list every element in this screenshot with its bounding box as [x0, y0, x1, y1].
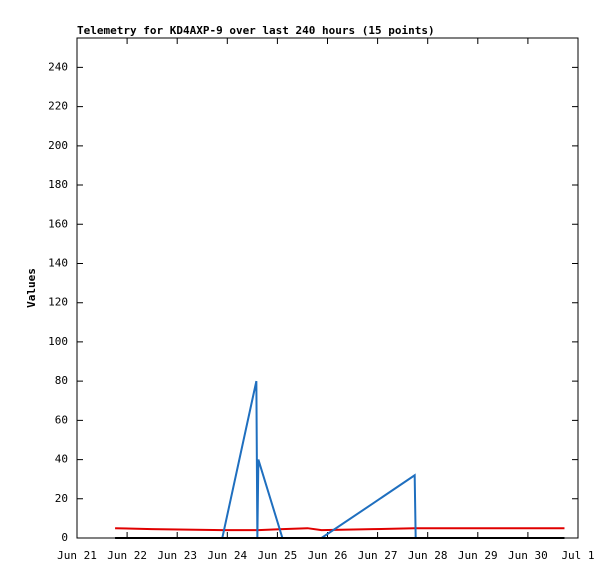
y-tick-label: 200 — [48, 139, 68, 152]
x-tick-label: Jun 26 — [308, 549, 348, 562]
series-line — [115, 380, 565, 539]
y-tick-label: 220 — [48, 100, 68, 113]
y-tick-label: 100 — [48, 335, 68, 348]
y-tick-label: 140 — [48, 256, 68, 269]
x-tick-label: Jun 27 — [358, 549, 398, 562]
x-tick-label: Jul 1 — [561, 549, 594, 562]
y-tick-label: 160 — [48, 217, 68, 230]
y-tick-label: 120 — [48, 296, 68, 309]
x-tick-label: Jun 24 — [207, 549, 247, 562]
plot-frame — [76, 37, 579, 539]
x-tick-label: Jun 30 — [508, 549, 548, 562]
x-tick-label: Jun 29 — [458, 549, 498, 562]
x-tick-label: Jun 22 — [107, 549, 147, 562]
y-tick-label: 80 — [55, 374, 68, 387]
y-axis-label: Values — [25, 268, 38, 308]
x-tick-label: Jun 21 — [57, 549, 97, 562]
x-tick-label: Jun 25 — [258, 549, 298, 562]
series-line — [115, 527, 565, 532]
x-tick-label: Jun 23 — [157, 549, 197, 562]
x-tick-label: Jun 28 — [408, 549, 448, 562]
y-tick-label: 240 — [48, 60, 68, 73]
y-tick-label: 20 — [55, 492, 68, 505]
y-tick-label: 0 — [61, 531, 68, 544]
y-tick-label: 60 — [55, 413, 68, 426]
y-tick-label: 40 — [55, 453, 68, 466]
y-tick-label: 180 — [48, 178, 68, 191]
chart-title: Telemetry for KD4AXP-9 over last 240 hou… — [77, 24, 435, 37]
